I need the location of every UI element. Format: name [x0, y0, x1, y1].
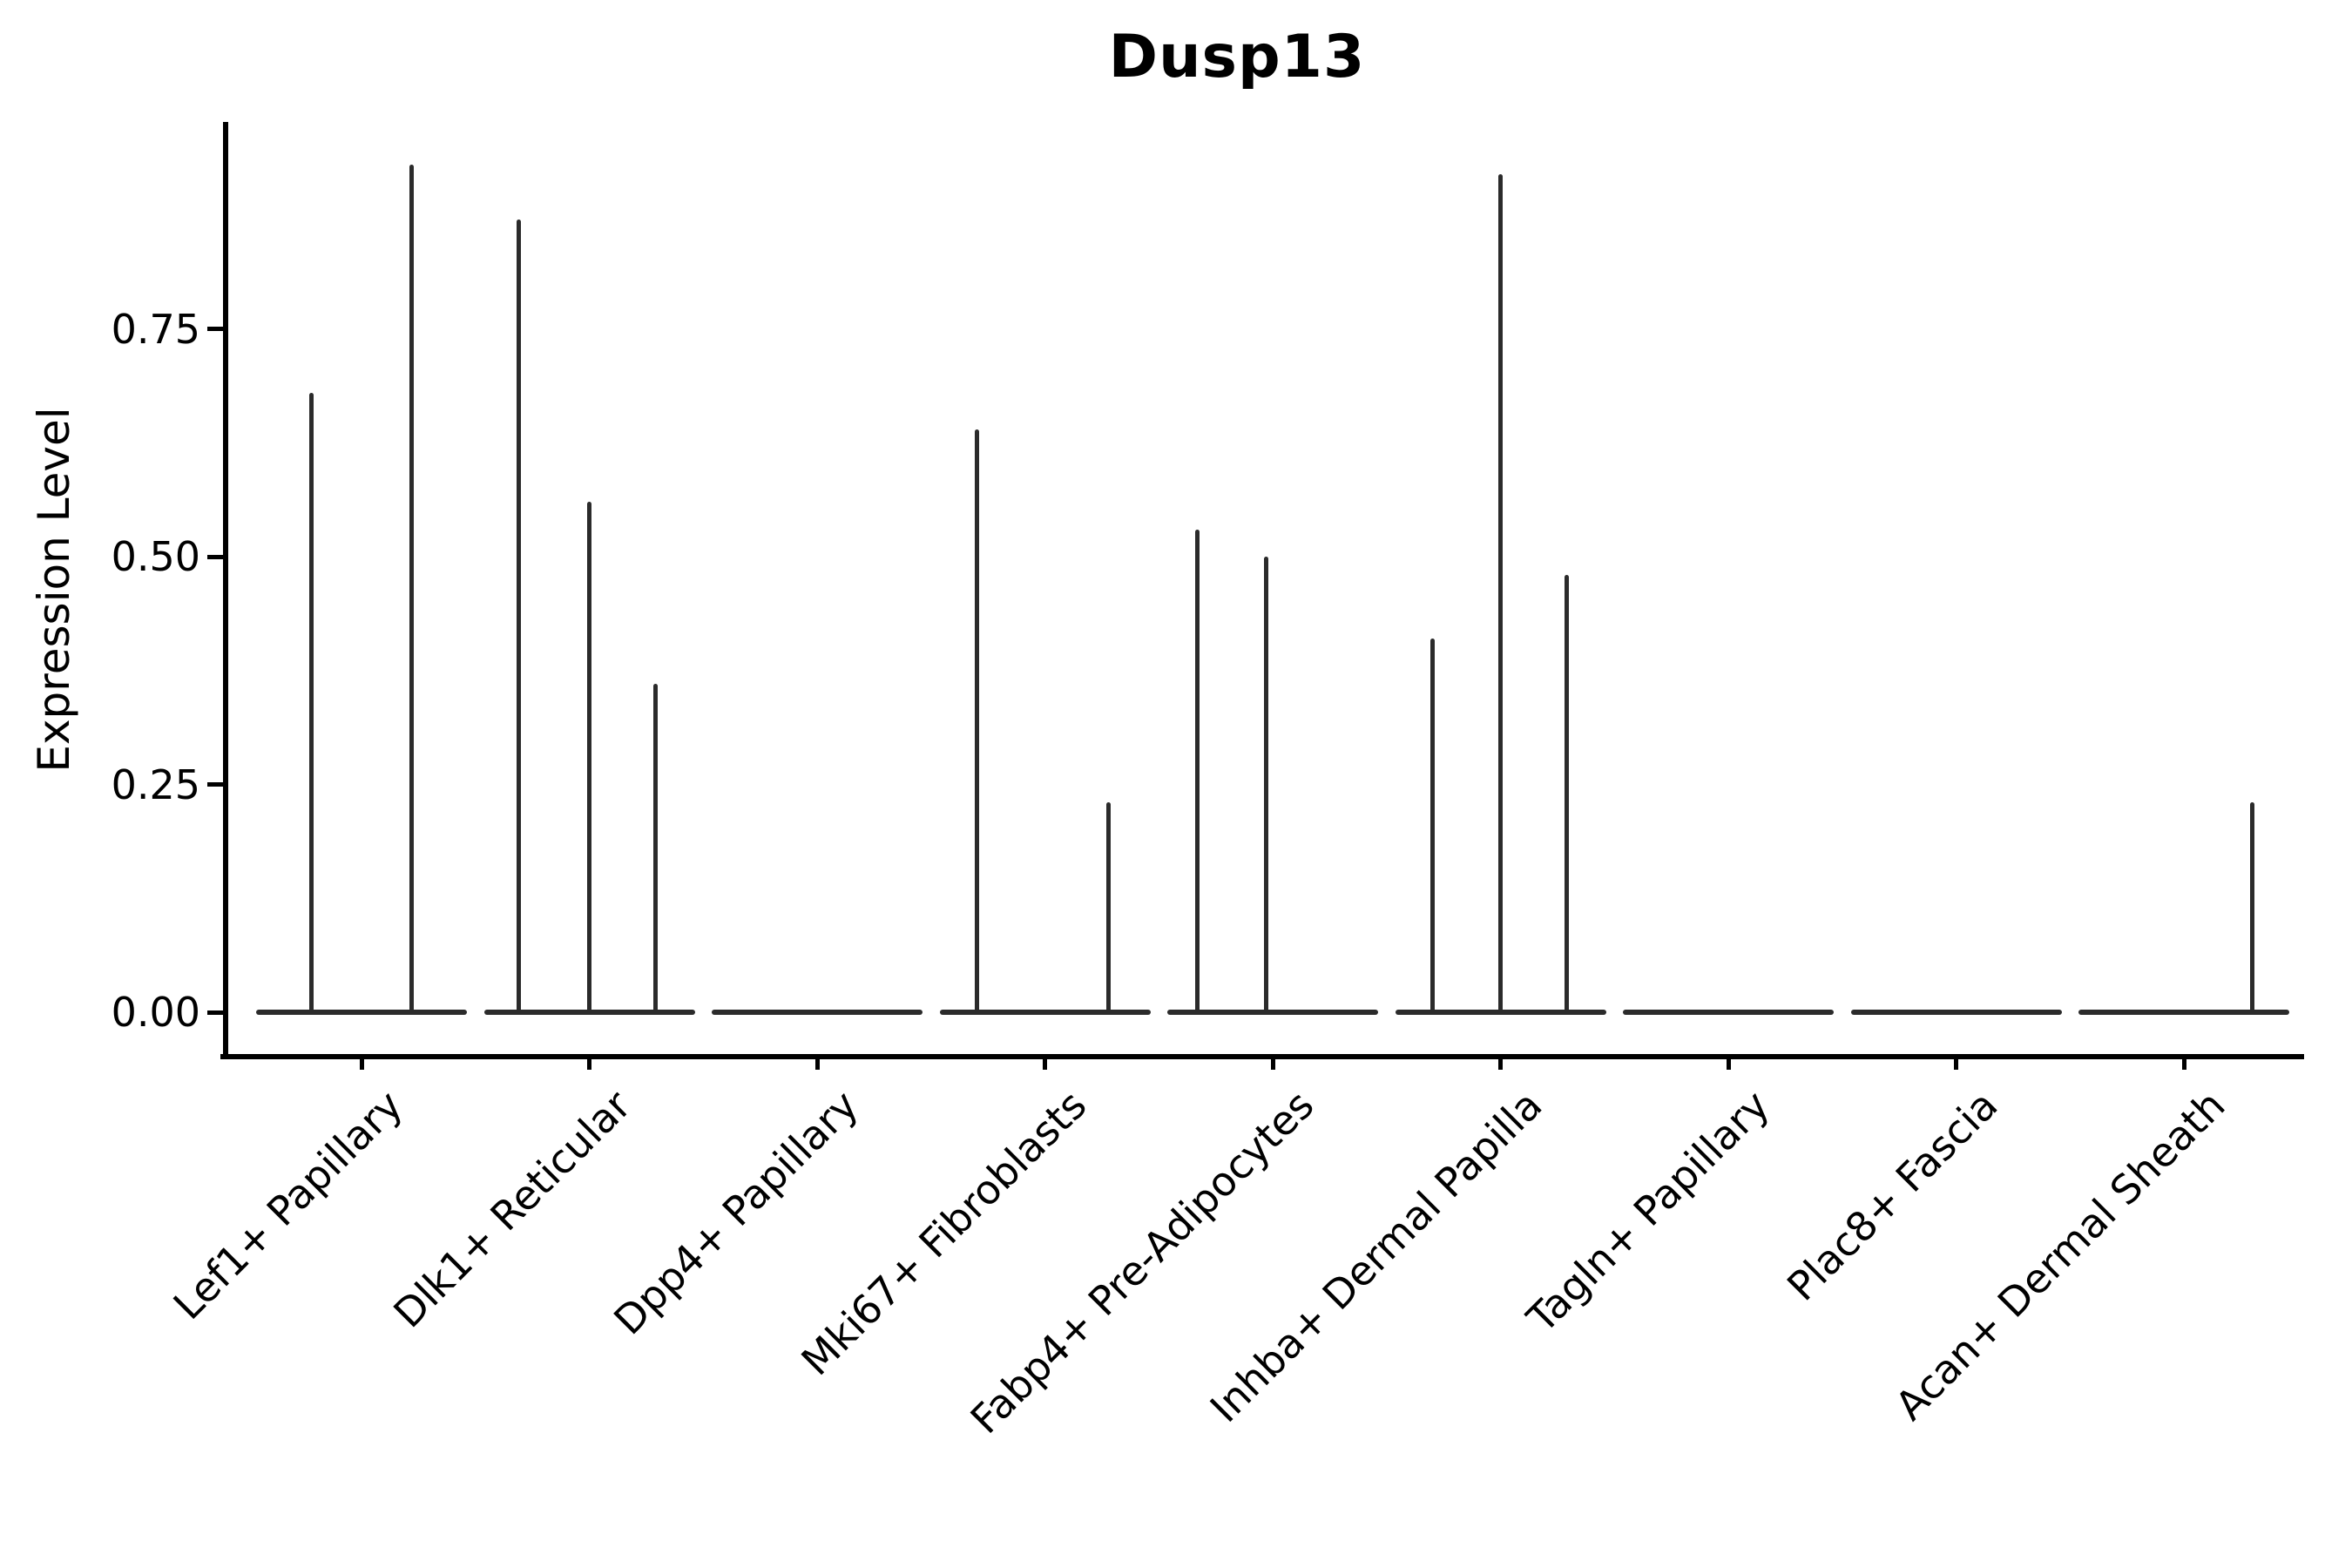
y-tick-label: 0.25: [111, 760, 200, 808]
y-axis-spine: [223, 122, 228, 1059]
violin-baseline: [256, 1010, 467, 1015]
violin-spike: [516, 219, 521, 1015]
violin-baseline: [1850, 1010, 2062, 1015]
x-tick: [1726, 1054, 1731, 1070]
violin-spike: [974, 429, 979, 1015]
violin-baseline: [1167, 1010, 1378, 1015]
y-tick: [207, 782, 223, 787]
violin-spike: [652, 684, 658, 1015]
violin-spike: [1498, 173, 1503, 1015]
x-tick-label: Tagln+ Papillary: [1517, 1081, 1779, 1342]
violin-spike: [308, 392, 314, 1015]
y-tick: [207, 554, 223, 559]
x-tick: [1270, 1054, 1275, 1070]
violin-spike: [1263, 557, 1268, 1015]
violin-spike: [587, 502, 591, 1015]
violin-spike: [1106, 802, 1112, 1015]
violin-spike: [1195, 529, 1200, 1015]
x-tick: [1498, 1054, 1503, 1070]
x-tick-label: Acan+ Dermal Sheath: [1886, 1081, 2234, 1429]
x-tick-label: Dlk1+ Reticular: [383, 1081, 639, 1337]
x-tick: [2181, 1054, 2186, 1070]
x-tick-label: Fabp4+ Pre-Adipocytes: [961, 1081, 1323, 1443]
violin-baseline: [1623, 1010, 1834, 1015]
violin-spike: [1564, 574, 1569, 1015]
x-tick-label: Mki67+ Fibroblasts: [792, 1081, 1095, 1385]
violin-baseline: [939, 1010, 1151, 1015]
x-tick: [1954, 1054, 1958, 1070]
x-tick: [587, 1054, 591, 1070]
x-tick-label: Dpp4+ Papillary: [605, 1081, 868, 1344]
x-tick: [359, 1054, 364, 1070]
y-tick: [207, 327, 223, 331]
x-tick-label: Lef1+ Papillary: [164, 1081, 412, 1329]
y-tick-label: 0.00: [111, 989, 200, 1036]
y-axis-title-text: Expression Level: [29, 407, 79, 773]
x-tick-label: Inhba+ Dermal Papilla: [1200, 1081, 1551, 1432]
violin-baseline: [712, 1010, 923, 1015]
x-tick-label: Plac8+ Fascia: [1777, 1081, 2006, 1310]
y-tick-label: 0.75: [111, 305, 200, 353]
y-tick: [207, 1010, 223, 1015]
violin-baseline: [2078, 1010, 2289, 1015]
x-tick: [1043, 1054, 1047, 1070]
violin-spike: [409, 165, 415, 1015]
x-tick: [814, 1054, 820, 1070]
x-axis-spine: [220, 1054, 2304, 1059]
violin-spike: [1429, 639, 1435, 1015]
chart-title: Dusp13: [1108, 23, 1366, 91]
y-tick-label: 0.50: [111, 533, 200, 580]
violin-spike: [2249, 802, 2254, 1015]
